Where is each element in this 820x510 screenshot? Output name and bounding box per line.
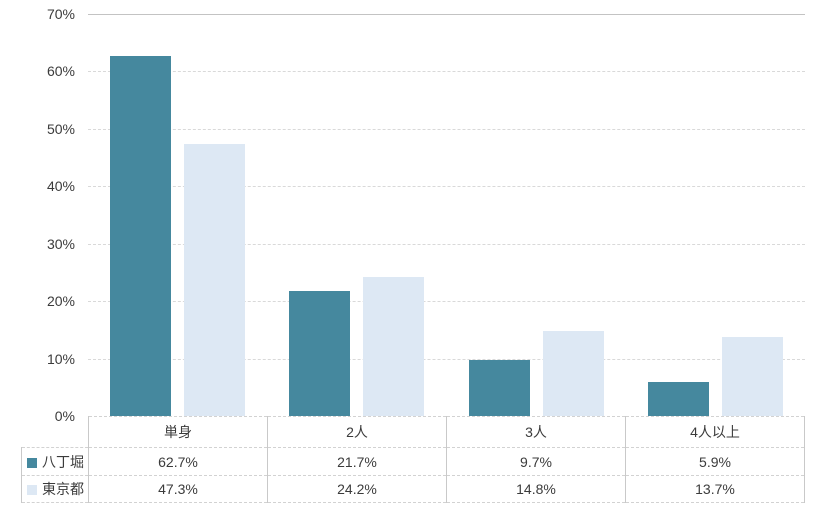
y-axis-tick-label: 20% xyxy=(46,293,75,310)
plot-area xyxy=(88,14,805,416)
gridline xyxy=(88,301,805,303)
y-axis-tick-label: 70% xyxy=(46,6,75,22)
bar-series-1 xyxy=(184,144,246,416)
legend-series-label: 八丁堀 xyxy=(42,453,84,470)
gridline xyxy=(88,71,805,73)
value-cell: 47.3% xyxy=(88,475,268,503)
bar-series-1 xyxy=(721,337,783,416)
chart-data-table: 単身 2人 3人 4人以上 八丁堀 62.7% 21.7% 9.7% 5.9% 東京都 47.3% 2… xyxy=(21,416,805,503)
y-axis-tick-label: 40% xyxy=(46,178,75,195)
bar-group xyxy=(88,14,267,416)
value-cell: 9.7% xyxy=(446,447,626,476)
value-cell: 13.7% xyxy=(625,475,805,503)
gridline xyxy=(88,243,805,245)
bar-group xyxy=(447,14,626,416)
gridline xyxy=(88,186,805,188)
legend-key-swatch xyxy=(27,485,37,495)
table-row: 東京都 47.3% 24.2% 14.8% 13.7% xyxy=(21,475,805,503)
legend-series-label: 東京都 xyxy=(42,481,84,497)
bar-groups xyxy=(88,14,805,416)
y-axis-tick-label: 50% xyxy=(46,120,75,137)
value-cell: 5.9% xyxy=(625,447,805,476)
category-header-cell: 4人以上 xyxy=(625,416,805,448)
value-cell: 21.7% xyxy=(267,447,447,476)
table-corner-cell xyxy=(22,417,89,448)
table-row: 八丁堀 62.7% 21.7% 9.7% 5.9% xyxy=(21,447,805,476)
bar-group xyxy=(267,14,446,416)
category-header-cell: 単身 xyxy=(88,416,268,448)
gridline xyxy=(88,14,805,15)
legend-cell: 東京都 xyxy=(21,475,89,503)
legend-cell: 八丁堀 xyxy=(21,447,89,476)
y-axis-tick-label: 10% xyxy=(46,350,75,367)
value-cell: 62.7% xyxy=(88,447,268,476)
bar-series-0 xyxy=(647,382,709,416)
value-cell: 24.2% xyxy=(267,475,447,503)
bar-series-1 xyxy=(542,331,604,416)
bar-series-1 xyxy=(363,277,425,416)
value-cell: 14.8% xyxy=(446,475,626,503)
y-axis-tick-label: 30% xyxy=(46,235,75,252)
bar-series-0 xyxy=(110,55,172,416)
y-axis-tick-label: 60% xyxy=(46,63,75,80)
category-header-cell: 2人 xyxy=(267,416,447,448)
y-axis-tick-label: 0% xyxy=(54,408,75,424)
bar-series-0 xyxy=(289,291,351,416)
bar-series-0 xyxy=(468,360,530,416)
gridline xyxy=(88,128,805,130)
gridline xyxy=(88,358,805,360)
category-header-cell: 3人 xyxy=(446,416,626,448)
bar-group xyxy=(626,14,805,416)
legend-key-swatch xyxy=(27,457,37,468)
